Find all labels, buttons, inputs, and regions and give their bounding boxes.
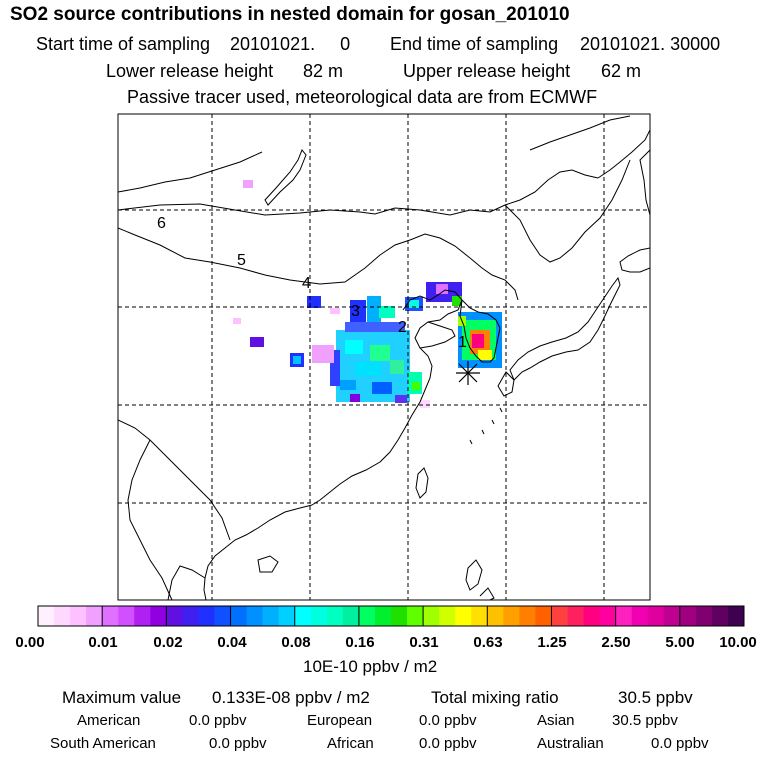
- graticule: [118, 114, 650, 600]
- region-name-european: European: [307, 712, 373, 729]
- lower-release-value: 82 m: [303, 61, 344, 81]
- colorbar-tick: 2.50: [601, 634, 631, 651]
- max-value: 0.133E-08 ppbv / m2: [212, 688, 370, 707]
- region-name-australian: Australian: [537, 735, 604, 752]
- asterisk-icon: [456, 361, 480, 385]
- upper-release-label: Upper release height: [403, 61, 571, 81]
- region-label-3: 3: [351, 303, 360, 320]
- colorbar-tick: 10.00: [719, 634, 757, 651]
- colorbar-units: 10E-10 ppbv / m2: [303, 657, 438, 676]
- colorbar-tick: 1.25: [537, 634, 567, 651]
- end-time-label: End time of sampling: [390, 34, 559, 54]
- concentration-field: [233, 180, 502, 408]
- region-label-4: 4: [302, 275, 311, 292]
- total-mixing-label: Total mixing ratio: [431, 688, 559, 707]
- max-value-label: Maximum value: [62, 688, 182, 707]
- end-time-value: 20101021. 30000: [580, 34, 721, 54]
- region-value-australian: 0.0 ppbv: [651, 735, 709, 752]
- region-label-5: 5: [237, 252, 246, 269]
- lower-release-label: Lower release height: [106, 61, 274, 81]
- colorbar-tick: 5.00: [665, 634, 695, 651]
- region-value-south-american: 0.0 ppbv: [209, 735, 267, 752]
- region-name-south-american: South American: [50, 735, 156, 752]
- colorbar-tick: 0.63: [473, 634, 503, 651]
- colorbar-tick: 0.04: [217, 634, 247, 651]
- region-label-2: 2: [398, 319, 407, 336]
- region-name-african: African: [327, 735, 374, 752]
- colorbar-tick: 0.31: [409, 634, 439, 651]
- start-time-label: Start time of sampling: [36, 34, 211, 54]
- colorbar-tick: 0.02: [153, 634, 183, 651]
- map-frame: [117, 113, 651, 601]
- colorbar-tick: 0.00: [15, 634, 45, 651]
- region-label-6: 6: [157, 215, 166, 232]
- region-name-american: American: [77, 712, 141, 729]
- total-mixing-value: 30.5 ppbv: [618, 688, 693, 707]
- region-name-asian: Asian: [537, 712, 575, 729]
- colorbar-tick: 0.08: [281, 634, 311, 651]
- upper-release-value: 62 m: [601, 61, 642, 81]
- colorbar-tick: 0.01: [88, 634, 118, 651]
- map-title: SO2 source contributions in nested domai…: [10, 4, 570, 25]
- region-value-american: 0.0 ppbv: [189, 712, 247, 729]
- region-value-european: 0.0 ppbv: [419, 712, 477, 729]
- start-time-value: 20101021. 0: [230, 34, 351, 54]
- coastlines: [118, 115, 650, 600]
- region-label-1: 1: [458, 334, 467, 351]
- region-value-african: 0.0 ppbv: [419, 735, 477, 752]
- region-value-asian: 30.5 ppbv: [612, 712, 678, 729]
- colorbar-tick: 0.16: [345, 634, 375, 651]
- tracer-note: Passive tracer used, meteorological data…: [127, 87, 598, 107]
